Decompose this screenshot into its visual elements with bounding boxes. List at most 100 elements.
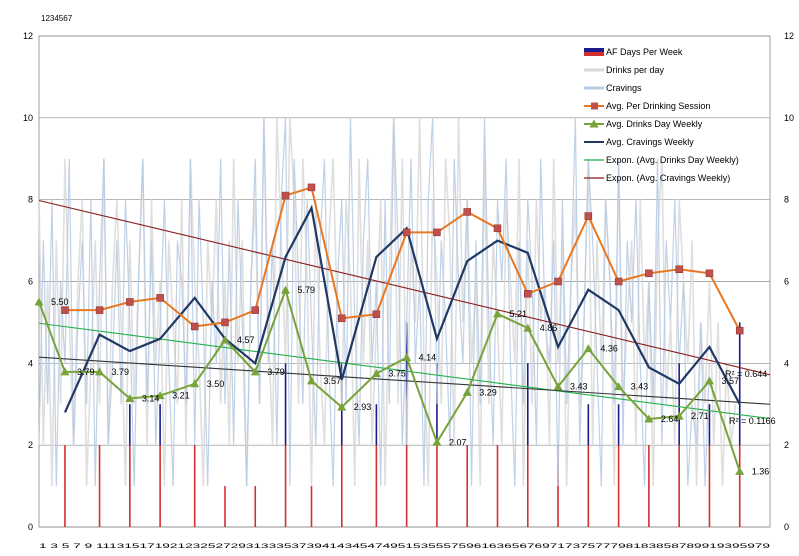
y-tick-label-left: 8 xyxy=(28,195,33,205)
avg-drinks-day-point xyxy=(402,353,412,362)
avg-per-session-point xyxy=(126,298,134,306)
avg-per-session-point xyxy=(221,318,229,327)
avg-drinks-day-label: 5.79 xyxy=(298,285,316,295)
avg-drinks-day-label: 5.21 xyxy=(509,309,527,319)
avg-per-session-point xyxy=(675,265,683,273)
avg-per-session-point xyxy=(338,314,346,323)
avg-drinks-day-point xyxy=(553,382,563,391)
legend-marker xyxy=(591,102,598,110)
avg-drinks-day-point xyxy=(337,402,347,411)
avg-cravings-weekly-line xyxy=(63,204,741,413)
avg-drinks-day-point xyxy=(281,285,291,294)
y-tick-label-left: 6 xyxy=(28,277,33,287)
avg-per-session-point xyxy=(190,322,199,331)
y-tick-label-left: 0 xyxy=(28,522,33,532)
avg-drinks-day-label: 2.93 xyxy=(354,402,372,412)
corner-label: 1234567 xyxy=(41,14,73,23)
legend-label: Avg. Per Drinking Session xyxy=(606,101,710,111)
avg-drinks-day-label: 3.43 xyxy=(570,382,588,392)
annotations: R² = 0.644 R² = 0.1166 xyxy=(725,369,776,426)
avg-per-session-point xyxy=(554,277,562,286)
avg-drinks-day-point xyxy=(155,391,165,400)
avg-per-session-point xyxy=(705,269,714,278)
avg-drinks-day-point xyxy=(34,297,44,306)
avg-drinks-day-point xyxy=(371,369,381,378)
avg-drinks-day-point xyxy=(60,367,70,376)
avg-per-session-point xyxy=(95,306,104,314)
avg-drinks-day-label: 3.29 xyxy=(479,387,497,397)
avg-drinks-day-label: 4.57 xyxy=(237,335,255,345)
avg-drinks-day-label: 1.36 xyxy=(752,466,770,476)
y-tick-label-left: 12 xyxy=(23,31,33,41)
y-tick-label-right: 0 xyxy=(784,522,789,532)
avg-drinks-day-point xyxy=(523,323,533,332)
legend-label: Avg. Cravings Weekly xyxy=(606,137,694,147)
trendline-expon-avg-cravings-weekly- xyxy=(38,199,771,376)
avg-per-session-point xyxy=(463,208,471,216)
legend-label: Expon. (Avg. Drinks Day Weekly) xyxy=(606,155,739,165)
avg-drinks-day-point xyxy=(432,437,442,446)
legend-label: Expon. (Avg. Cravings Weekly) xyxy=(606,173,730,183)
y-tick-label-left: 4 xyxy=(28,358,33,368)
cravings-line xyxy=(38,117,711,487)
avg-drinks-day-point xyxy=(125,394,135,403)
avg-drinks-day-point xyxy=(583,344,593,353)
y-tick-label-right: 12 xyxy=(784,31,794,41)
legend: AF Days Per Week Drinks per day Cravings Av… xyxy=(584,47,739,183)
y-tick-label-right: 10 xyxy=(784,113,794,123)
avg-drinks-day-point xyxy=(462,387,472,396)
y-tick-label-left: 10 xyxy=(23,113,33,123)
avg-drinks-day-label: 3.43 xyxy=(631,382,649,392)
avg-drinks-day-label: 4.14 xyxy=(419,353,437,363)
legend-label: Avg. Drinks Day Weekly xyxy=(606,119,703,129)
avg-per-session-point xyxy=(61,306,69,314)
avg-drinks-day-label: 4.86 xyxy=(540,323,558,333)
avg-drinks-day-point xyxy=(735,466,745,475)
avg-per-session-point xyxy=(524,290,532,298)
y-tick-label-right: 8 xyxy=(784,195,789,205)
avg-drinks-day-label: 3.21 xyxy=(172,391,190,401)
avg-drinks-day-point xyxy=(307,376,317,385)
y-tick-label-right: 4 xyxy=(784,358,789,368)
avg-drinks-day-label: 2.71 xyxy=(691,411,709,421)
avg-drinks-day-label: 3.79 xyxy=(77,367,95,377)
avg-drinks-day-label: 3.57 xyxy=(721,376,739,386)
avg-per-session-point xyxy=(614,277,623,286)
avg-per-session-point xyxy=(402,228,411,237)
avg-drinks-day-line xyxy=(38,286,741,472)
legend-marker xyxy=(589,119,599,128)
avg-drinks-day-point xyxy=(704,376,714,385)
legend-label: AF Days Per Week xyxy=(606,47,683,57)
y-tick-label-right: 2 xyxy=(784,440,789,450)
axes: 0 0 2 2 4 4 6 6 8 8 10 10 12 12 1 3 5 7 9 111315171921… xyxy=(23,31,794,550)
r-squared-cravings: R² = 0.644 xyxy=(725,369,767,379)
avg-drinks-day-point xyxy=(250,367,260,376)
avg-drinks-day-label: 3.57 xyxy=(324,376,342,386)
data-labels: 5.50 3.79 3.79 3.14 3.21 3.50 4.57 3.79 5.79 3.57… xyxy=(51,285,769,476)
avg-drinks-day-point xyxy=(492,309,502,318)
avg-drinks-day-label: 2.64 xyxy=(661,414,679,424)
legend-label: Cravings xyxy=(606,83,642,93)
legend-swatch xyxy=(584,48,604,52)
avg-per-session-point xyxy=(735,326,744,335)
avg-drinks-day-point xyxy=(644,414,654,423)
legend-swatch xyxy=(584,52,604,56)
series-markers xyxy=(34,183,745,475)
avg-per-session-point xyxy=(584,212,593,220)
avg-drinks-day-label: 3.79 xyxy=(112,367,130,377)
y-tick-label-right: 6 xyxy=(784,277,789,287)
x-tick-labels: 1 3 5 7 9 111315171921232527293133353739… xyxy=(39,543,771,550)
avg-per-session-point xyxy=(307,183,316,192)
trendline-linear xyxy=(38,356,771,405)
legend-label: Drinks per day xyxy=(606,65,665,75)
avg-drinks-day-label: 3.75 xyxy=(388,369,406,379)
avg-per-session-point xyxy=(645,269,653,278)
avg-per-session-point xyxy=(156,294,164,302)
avg-drinks-day-label: 4.36 xyxy=(600,344,618,354)
y-tick-label-left: 2 xyxy=(28,440,33,450)
avg-drinks-day-point xyxy=(614,382,624,391)
avg-drinks-day-point xyxy=(190,379,200,388)
avg-per-session-point xyxy=(372,310,381,318)
avg-per-session-point xyxy=(281,191,290,200)
